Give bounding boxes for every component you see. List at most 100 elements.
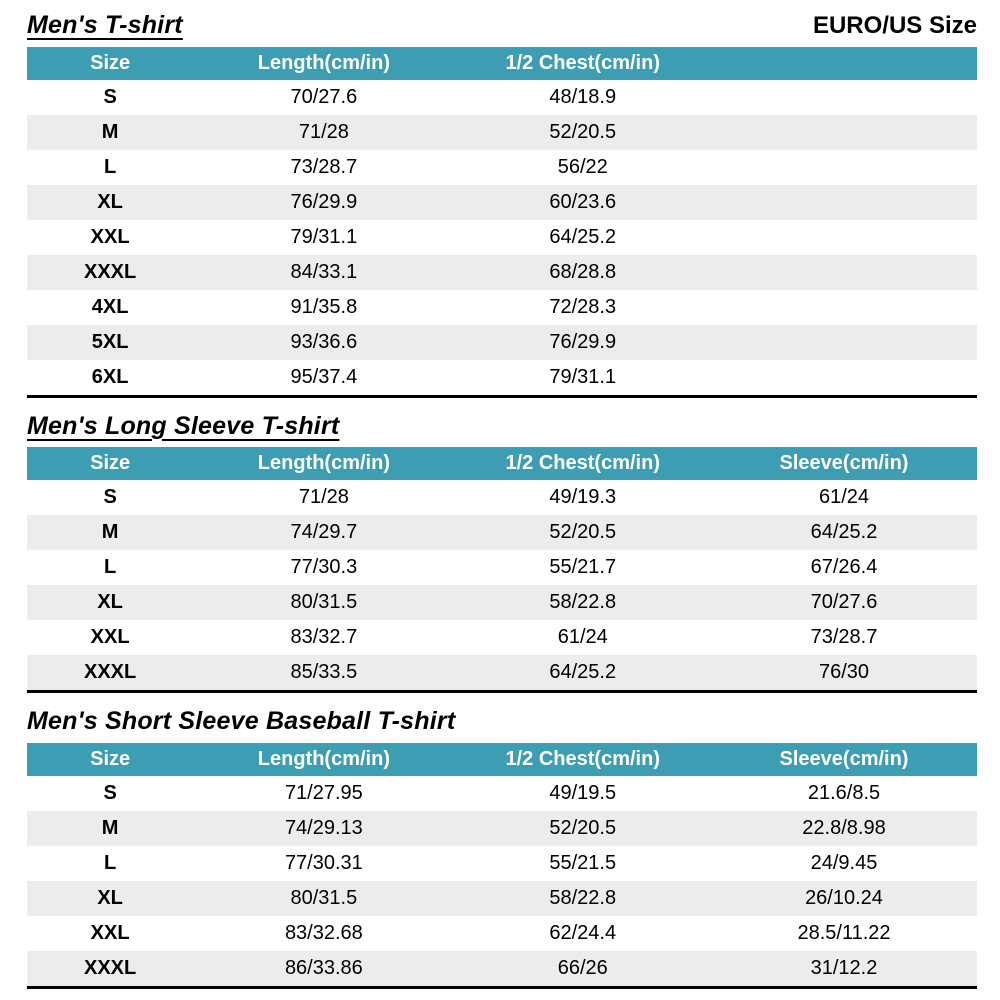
- value-cell: 76/29.9: [454, 324, 711, 360]
- value-cell: 61/24: [711, 480, 977, 515]
- size-cell: XXL: [27, 620, 194, 655]
- column-header: Sleeve(cm/in): [711, 742, 977, 776]
- table-row: XXXL 86/33.86 66/26 31/12.2: [27, 950, 977, 987]
- empty-cell: [711, 254, 977, 290]
- table-row: S 70/27.6 48/18.9: [27, 79, 977, 115]
- value-cell: 26/10.24: [711, 880, 977, 916]
- column-header: Length(cm/in): [193, 447, 455, 480]
- section-mens-tshirt: Men's T-shirt EURO/US Size Size Length(cm…: [27, 11, 977, 398]
- size-cell: XXXL: [27, 950, 194, 987]
- table-row: 5XL 93/36.6 76/29.9: [27, 324, 977, 360]
- empty-cell: [711, 79, 977, 115]
- value-cell: 58/22.8: [454, 585, 711, 620]
- value-cell: 28.5/11.22: [711, 915, 977, 951]
- size-cell: M: [27, 810, 194, 846]
- title-row: Men's T-shirt EURO/US Size: [27, 11, 977, 40]
- table-row: M 71/28 52/20.5: [27, 114, 977, 150]
- value-cell: 74/29.7: [193, 515, 455, 550]
- column-header: Size: [27, 46, 194, 80]
- value-cell: 80/31.5: [193, 880, 455, 916]
- size-cell: XXL: [27, 219, 194, 255]
- value-cell: 49/19.5: [454, 775, 711, 811]
- size-cell: L: [27, 845, 194, 881]
- size-cell: XL: [27, 880, 194, 916]
- size-cell: XXXL: [27, 655, 194, 692]
- header-row: Size Length(cm/in) 1/2 Chest(cm/in): [27, 46, 977, 80]
- empty-cell: [711, 114, 977, 150]
- table-row: 6XL 95/37.4 79/31.1: [27, 359, 977, 396]
- size-cell: S: [27, 775, 194, 811]
- value-cell: 93/36.6: [193, 324, 455, 360]
- value-cell: 71/28: [193, 114, 455, 150]
- value-cell: 80/31.5: [193, 585, 455, 620]
- value-cell: 66/26: [454, 950, 711, 987]
- size-cell: XL: [27, 184, 194, 220]
- empty-cell: [711, 149, 977, 185]
- column-header: 1/2 Chest(cm/in): [454, 46, 711, 80]
- table-row: XXL 83/32.68 62/24.4 28.5/11.22: [27, 915, 977, 951]
- table-row: XXXL 85/33.5 64/25.2 76/30: [27, 655, 977, 692]
- value-cell: 49/19.3: [454, 480, 711, 515]
- value-cell: 71/27.95: [193, 775, 455, 811]
- title-row: Men's Short Sleeve Baseball T-shirt: [27, 707, 977, 736]
- value-cell: 76/29.9: [193, 184, 455, 220]
- column-header: Length(cm/in): [193, 46, 455, 80]
- value-cell: 48/18.9: [454, 79, 711, 115]
- table-row: L 73/28.7 56/22: [27, 149, 977, 185]
- value-cell: 70/27.6: [193, 79, 455, 115]
- value-cell: 95/37.4: [193, 359, 455, 396]
- empty-cell: [711, 289, 977, 325]
- table-row: XL 76/29.9 60/23.6: [27, 184, 977, 220]
- value-cell: 74/29.13: [193, 810, 455, 846]
- table-row: XXL 83/32.7 61/24 73/28.7: [27, 620, 977, 655]
- value-cell: 70/27.6: [711, 585, 977, 620]
- value-cell: 71/28: [193, 480, 455, 515]
- value-cell: 84/33.1: [193, 254, 455, 290]
- baseball-tshirt-size-table: Size Length(cm/in) 1/2 Chest(cm/in) Sleeve(…: [27, 742, 977, 989]
- value-cell: 64/25.2: [454, 655, 711, 692]
- value-cell: 72/28.3: [454, 289, 711, 325]
- value-cell: 77/30.3: [193, 550, 455, 585]
- table-title-mens-long-sleeve-tshirt: Men's Long Sleeve T-shirt: [27, 411, 340, 440]
- value-cell: 56/22: [454, 149, 711, 185]
- title-row: Men's Long Sleeve T-shirt: [27, 411, 977, 441]
- value-cell: 61/24: [454, 620, 711, 655]
- value-cell: 79/31.1: [454, 359, 711, 396]
- table-row: L 77/30.31 55/21.5 24/9.45: [27, 845, 977, 881]
- table-title-mens-short-sleeve-baseball-tshirt: Men's Short Sleeve Baseball T-shirt: [27, 707, 456, 735]
- value-cell: 68/28.8: [454, 254, 711, 290]
- size-cell: S: [27, 480, 194, 515]
- size-cell: M: [27, 114, 194, 150]
- table-row: XXXL 84/33.1 68/28.8: [27, 254, 977, 290]
- table-row: M 74/29.13 52/20.5 22.8/8.98: [27, 810, 977, 846]
- value-cell: 73/28.7: [711, 620, 977, 655]
- value-cell: 21.6/8.5: [711, 775, 977, 811]
- empty-cell: [711, 184, 977, 220]
- table-row: M 74/29.7 52/20.5 64/25.2: [27, 515, 977, 550]
- value-cell: 77/30.31: [193, 845, 455, 881]
- table-row: XL 80/31.5 58/22.8 26/10.24: [27, 880, 977, 916]
- table-row: L 77/30.3 55/21.7 67/26.4: [27, 550, 977, 585]
- size-cell: 6XL: [27, 359, 194, 396]
- value-cell: 91/35.8: [193, 289, 455, 325]
- value-cell: 86/33.86: [193, 950, 455, 987]
- size-cell: XL: [27, 585, 194, 620]
- table-title-mens-tshirt: Men's T-shirt: [27, 11, 183, 39]
- value-cell: 64/25.2: [454, 219, 711, 255]
- size-cell: XXL: [27, 915, 194, 951]
- empty-cell: [711, 359, 977, 396]
- column-header: Size: [27, 742, 194, 776]
- value-cell: 24/9.45: [711, 845, 977, 881]
- size-cell: L: [27, 149, 194, 185]
- value-cell: 79/31.1: [193, 219, 455, 255]
- table-row: S 71/27.95 49/19.5 21.6/8.5: [27, 775, 977, 811]
- size-cell: S: [27, 79, 194, 115]
- column-header: Length(cm/in): [193, 742, 455, 776]
- value-cell: 73/28.7: [193, 149, 455, 185]
- column-header: Sleeve(cm/in): [711, 447, 977, 480]
- value-cell: 85/33.5: [193, 655, 455, 692]
- value-cell: 67/26.4: [711, 550, 977, 585]
- mens-long-sleeve-size-table: Size Length(cm/in) 1/2 Chest(cm/in) Sleeve(…: [27, 447, 977, 693]
- column-header-empty: [711, 46, 977, 80]
- column-header: 1/2 Chest(cm/in): [454, 742, 711, 776]
